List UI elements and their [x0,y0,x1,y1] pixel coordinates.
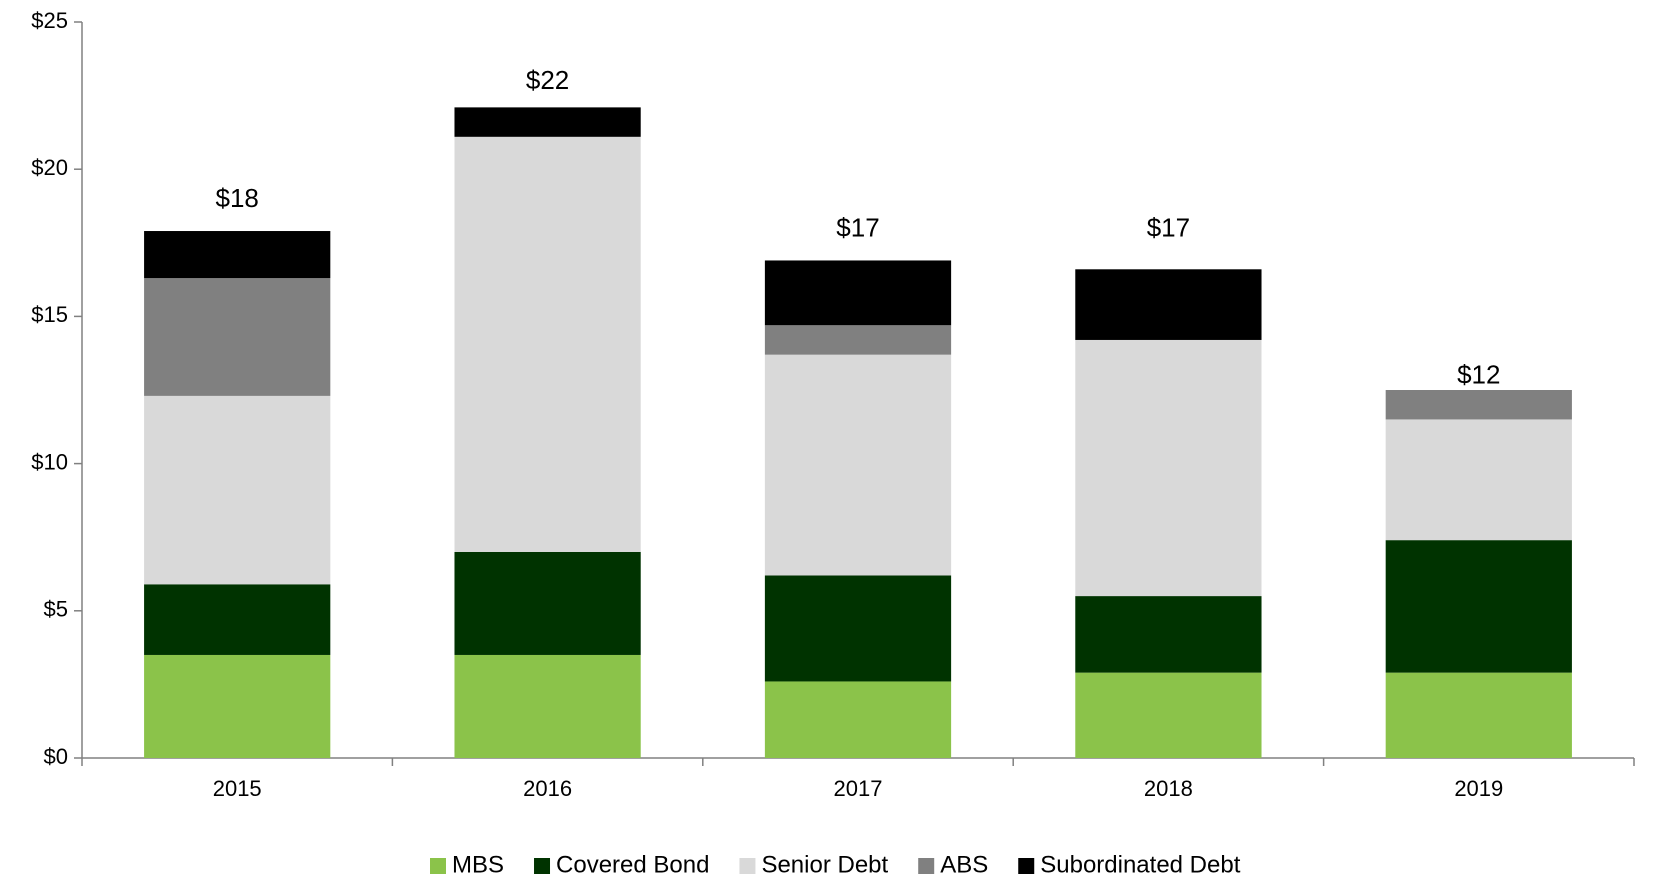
legend-swatch [918,858,935,874]
total-label: $22 [526,65,569,95]
legend-label: Subordinated Debt [1040,851,1240,878]
total-label: $17 [836,212,879,242]
x-tick-label: 2017 [834,776,883,801]
bar-segment [144,654,331,758]
x-tick-label: 2016 [523,776,572,801]
bar-segment [1075,596,1262,673]
bar-segment [144,231,331,279]
bar-segment [764,260,952,326]
bar-segment [144,395,331,585]
bar-segment [764,575,952,682]
total-label: $18 [216,183,259,213]
bar-segment [1385,672,1572,758]
y-tick-label: $25 [31,8,68,33]
bar-segment [454,654,641,758]
y-tick-label: $5 [44,597,68,622]
legend-swatch [1018,858,1035,874]
bar-segment [1385,390,1572,420]
bar-segment [1385,540,1572,673]
bar-segment [144,584,331,655]
legend-swatch [739,858,756,874]
legend-label: Covered Bond [556,851,709,878]
y-tick-label: $10 [31,449,68,474]
bar-segment [764,325,952,355]
x-tick-label: 2018 [1144,776,1193,801]
y-tick-label: $20 [31,155,68,180]
bar-segment [1075,269,1262,340]
bar-segment [764,354,952,576]
x-tick-label: 2019 [1454,776,1503,801]
bar-segment [454,551,641,655]
legend-swatch [430,858,446,874]
bar-segment [454,136,641,552]
y-tick-label: $15 [31,302,68,327]
total-label: $12 [1457,360,1500,390]
x-tick-label: 2015 [213,776,262,801]
total-label: $17 [1147,212,1190,242]
legend-label: MBS [452,851,504,878]
bar-segment [1075,672,1262,758]
bar-segment [144,278,331,396]
bar-segment [454,107,641,137]
legend-label: ABS [940,851,988,878]
bar-segment [1385,419,1572,541]
bar-segment [1075,339,1262,597]
legend-swatch [534,858,551,874]
y-tick-label: $0 [44,744,68,769]
bar-segment [764,681,952,758]
legend-label: Senior Debt [761,851,888,878]
